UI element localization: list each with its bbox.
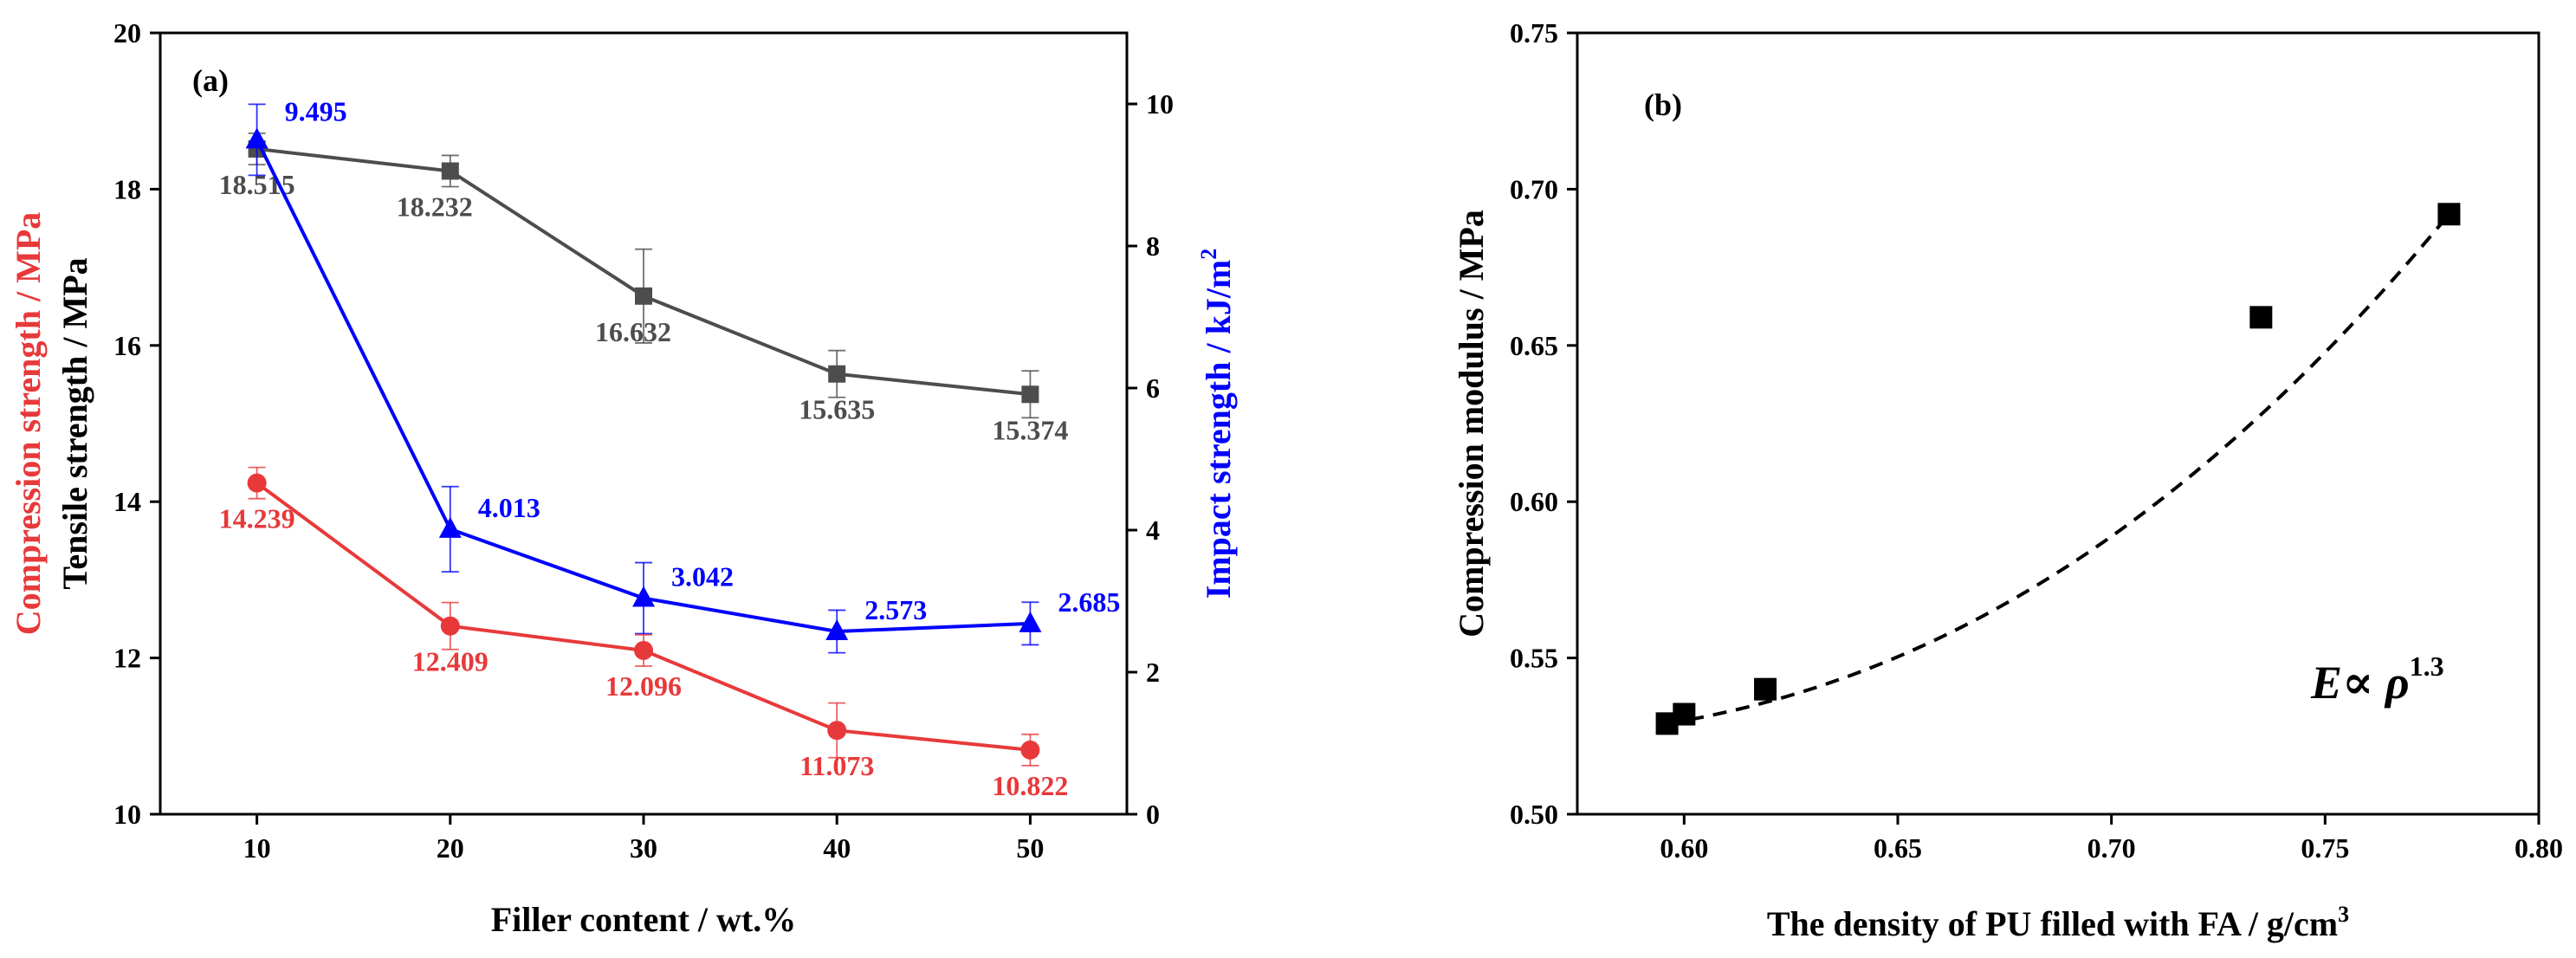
panel-b-y-ticks: 0.50 0.55 0.60 0.65 0.70 0.75 [1510, 17, 1577, 830]
data-label: 9.495 [285, 95, 347, 126]
y-tick-label: 0.75 [1510, 17, 1558, 49]
panel-a-right-y-label-text: Impact strength / kJ/m [1199, 260, 1238, 599]
data-label: 18.232 [397, 191, 473, 222]
panel-a-left-y-ticks: 10 12 14 16 18 20 [113, 17, 160, 830]
x-tick-label: 30 [630, 832, 657, 864]
x-tick-label: 0.65 [1874, 832, 1922, 864]
panel-a-x-ticks: 10 20 30 40 50 [243, 814, 1044, 864]
data-point-triangle [438, 516, 462, 538]
x-tick-label: 40 [823, 832, 851, 864]
y-tick-label: 0.70 [1510, 173, 1558, 204]
data-point-triangle [1019, 611, 1042, 632]
data-label: 4.013 [478, 492, 540, 523]
left-y-tick-label: 14 [113, 486, 141, 517]
panel-b-x-ticks: 0.60 0.65 0.70 0.75 0.80 [1660, 814, 2563, 864]
left-y-tick-label: 20 [113, 17, 141, 49]
data-label: 11.073 [799, 750, 874, 781]
data-label: 10.822 [992, 770, 1068, 801]
left-y-tick-label: 10 [113, 799, 141, 830]
y-tick-label: 0.60 [1510, 486, 1558, 517]
data-label: 15.374 [992, 414, 1068, 445]
panel-b: 0.60 0.65 0.70 0.75 0.80 0.50 0.55 0.60 0.65 0.7… [1452, 17, 2563, 943]
scatter-point [1673, 702, 1696, 726]
data-label: 3.042 [671, 561, 734, 592]
data-label: 2.573 [864, 594, 927, 625]
panel-b-annotation-E: E [2310, 657, 2342, 709]
x-tick-label: 0.80 [2515, 832, 2563, 864]
series-impact-strength: 9.495 4.013 3.042 2.573 2.685 [245, 95, 1120, 654]
data-label: 2.685 [1058, 586, 1120, 618]
left-y-tick-label: 16 [113, 330, 141, 361]
left-y-tick-label: 12 [113, 643, 141, 674]
panel-a-label: (a) [192, 63, 229, 98]
panel-b-x-axis-label: The density of PU filled with FA / g/cm3 [1767, 902, 2349, 943]
y-tick-label: 0.65 [1510, 330, 1558, 361]
panel-b-points [1655, 203, 2461, 735]
panel-a-left-y-label-compression: Compression strength / MPa [9, 212, 48, 636]
data-label: 15.635 [799, 394, 875, 425]
data-label: 16.632 [595, 316, 671, 347]
y-tick-label: 0.50 [1510, 799, 1558, 830]
panel-b-y-axis-label: Compression modulus / MPa [1452, 210, 1491, 638]
right-y-tick-label: 0 [1146, 799, 1160, 830]
x-tick-label: 20 [437, 832, 464, 864]
data-label: 14.239 [219, 503, 295, 534]
panel-b-plot-frame [1576, 31, 2540, 816]
panel-b-annotation-prop: ∝ ρ [2342, 657, 2410, 709]
data-point-triangle [825, 619, 849, 641]
x-tick-label: 0.60 [1660, 832, 1708, 864]
panel-b-annotation-exp: 1.3 [2410, 651, 2444, 682]
panel-a-right-y-label: Impact strength / kJ/m2 [1196, 249, 1238, 599]
data-point-circle [440, 616, 460, 636]
scatter-point [2249, 306, 2273, 329]
data-point-circle [634, 640, 653, 660]
panel-a-x-axis-label: Filler content / wt.% [491, 900, 797, 939]
x-tick-label: 0.75 [2301, 832, 2349, 864]
right-y-tick-label: 2 [1146, 657, 1160, 688]
right-y-tick-label: 8 [1146, 230, 1160, 262]
panel-b-label: (b) [1644, 87, 1682, 122]
x-tick-label: 0.70 [2087, 832, 2136, 864]
series-line [255, 139, 1031, 634]
data-point-square [635, 287, 652, 305]
y-tick-label: 0.55 [1510, 643, 1558, 674]
data-label: 12.096 [605, 670, 682, 702]
data-point-square [828, 365, 846, 383]
panel-b-x-axis-label-sup: 3 [2338, 902, 2349, 927]
data-point-triangle [245, 127, 269, 149]
right-y-tick-label: 10 [1146, 88, 1174, 120]
panel-b-fit-curve [1667, 213, 2450, 726]
data-point-square [1021, 385, 1039, 404]
data-point-triangle [632, 586, 655, 607]
series-compression-strength: 14.239 12.409 12.096 11.073 10.822 [219, 466, 1068, 801]
panel-a-series: 18.51518.23216.63215.63515.3749.4954.013… [219, 95, 1121, 800]
panel-b-annotation: E∝ ρ1.3 [2310, 651, 2444, 709]
scatter-point [1754, 677, 1777, 701]
right-y-tick-label: 4 [1146, 515, 1160, 546]
data-point-circle [827, 721, 847, 741]
data-point-square [441, 162, 459, 180]
data-point-circle [247, 473, 267, 493]
left-y-tick-label: 18 [113, 173, 141, 204]
data-label: 12.409 [412, 646, 489, 677]
x-tick-label: 50 [1016, 832, 1044, 864]
panel-b-x-axis-label-text: The density of PU filled with FA / g/cm [1767, 904, 2338, 943]
panel-a-right-y-label-sup: 2 [1196, 249, 1221, 260]
panel-a-left-y-label-tensile: Tensile strength / MPa [55, 257, 94, 589]
data-point-circle [1020, 740, 1040, 760]
scatter-point [2437, 203, 2461, 226]
right-y-tick-label: 6 [1146, 372, 1160, 404]
panel-a-right-y-ticks: 0 2 4 6 8 10 [1127, 88, 1174, 830]
x-tick-label: 10 [243, 832, 271, 864]
